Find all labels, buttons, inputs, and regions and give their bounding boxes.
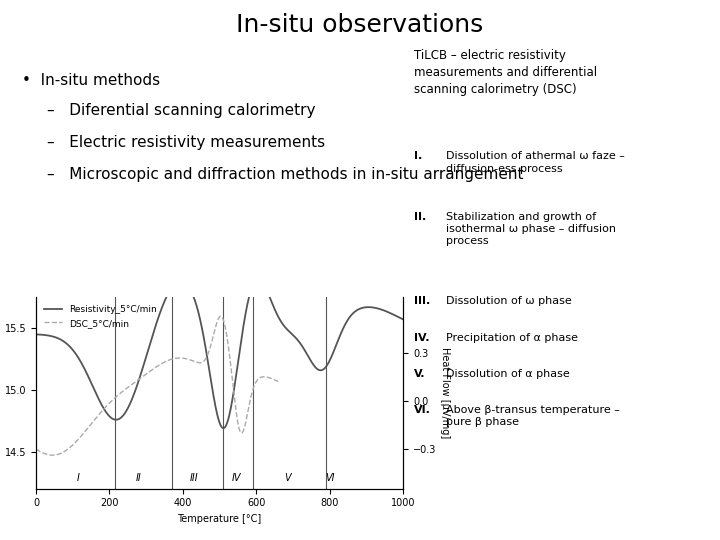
Text: In-situ observations: In-situ observations bbox=[236, 14, 484, 37]
Text: II.: II. bbox=[414, 212, 426, 222]
Text: –   Microscopic and diffraction methods in in-situ arrangement: – Microscopic and diffraction methods in… bbox=[47, 167, 523, 183]
Text: Stabilization and growth of
isothermal ω phase – diffusion
process: Stabilization and growth of isothermal ω… bbox=[446, 212, 616, 246]
Text: IV: IV bbox=[231, 472, 241, 483]
Text: V: V bbox=[284, 472, 291, 483]
Text: Dissolution of athermal ω faze –
diffusion-ess process: Dissolution of athermal ω faze – diffusi… bbox=[446, 151, 625, 173]
Legend: Resistivity_5°C/min, DSC_5°C/min: Resistivity_5°C/min, DSC_5°C/min bbox=[40, 301, 161, 331]
Y-axis label: Heat Flow [μV/mg]: Heat Flow [μV/mg] bbox=[440, 347, 450, 438]
Text: III: III bbox=[189, 472, 198, 483]
Text: –   Diferential scanning calorimetry: – Diferential scanning calorimetry bbox=[47, 103, 315, 118]
Text: TiLCB – electric resistivity
measurements and differential
scanning calorimetry : TiLCB – electric resistivity measurement… bbox=[414, 49, 597, 96]
Text: Dissolution of ω phase: Dissolution of ω phase bbox=[446, 296, 572, 307]
Text: Above β-transus temperature –
pure β phase: Above β-transus temperature – pure β pha… bbox=[446, 405, 620, 427]
Text: I: I bbox=[77, 472, 80, 483]
Text: –   Electric resistivity measurements: – Electric resistivity measurements bbox=[47, 135, 325, 150]
Text: VI: VI bbox=[325, 472, 335, 483]
Text: Dissolution of α phase: Dissolution of α phase bbox=[446, 369, 570, 379]
Text: •  In-situ methods: • In-situ methods bbox=[22, 73, 160, 88]
X-axis label: Temperature [°C]: Temperature [°C] bbox=[177, 514, 262, 524]
Text: VI.: VI. bbox=[414, 405, 431, 415]
Text: V.: V. bbox=[414, 369, 426, 379]
Text: III.: III. bbox=[414, 296, 431, 307]
Text: II: II bbox=[136, 472, 142, 483]
Text: I.: I. bbox=[414, 151, 422, 161]
Text: Precipitation of α phase: Precipitation of α phase bbox=[446, 333, 578, 343]
Text: IV.: IV. bbox=[414, 333, 430, 343]
